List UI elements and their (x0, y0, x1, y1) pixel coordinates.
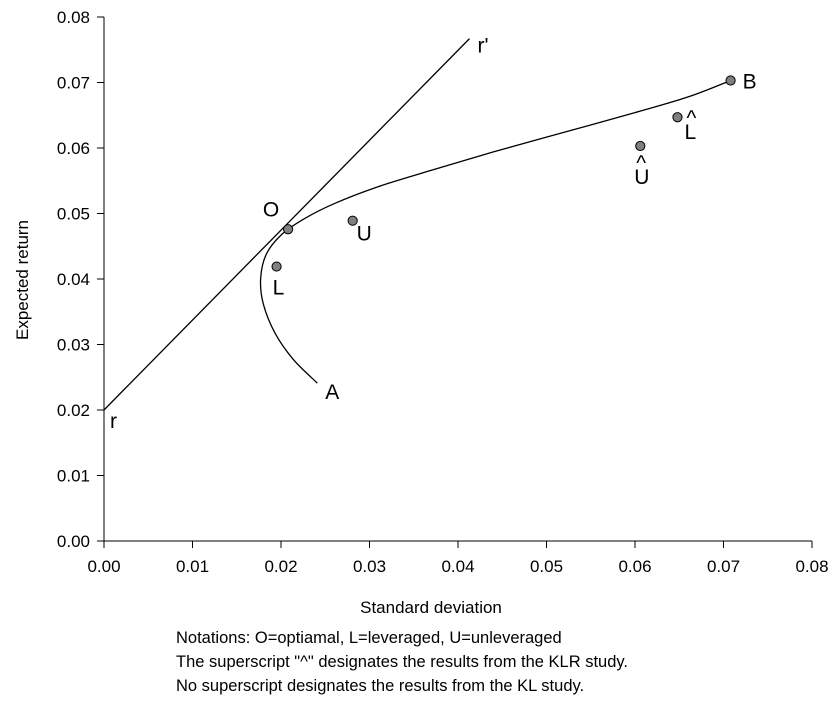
y-tick-label: 0.07 (57, 74, 90, 93)
notes: Notations: O=optiamal, L=leveraged, U=un… (176, 626, 628, 698)
data-point (672, 112, 683, 123)
chart: 0.00 0.01 0.02 0.03 0.04 0.05 0.06 0.07 0.08 0.0… (13, 8, 829, 617)
point-label: L (273, 277, 285, 300)
point-label: O (263, 199, 279, 222)
data-point (635, 140, 646, 152)
point-hat: ^ (636, 152, 646, 175)
data-point (271, 261, 282, 272)
data-point (725, 75, 736, 86)
point-label: B (743, 71, 757, 94)
cml-end-label: r' (478, 35, 489, 58)
x-tick-label: 0.06 (618, 557, 651, 576)
y-axis: 0.00 0.01 0.02 0.03 0.04 0.05 0.06 0.07 0.08 (57, 8, 105, 551)
x-tick-label: 0.04 (441, 557, 474, 576)
x-tick-label: 0.07 (707, 557, 740, 576)
y-tick-label: 0.03 (57, 336, 90, 355)
y-tick-label: 0.05 (57, 205, 90, 224)
note-line: No superscript designates the results fr… (176, 677, 585, 695)
note-line: The superscript "^" designates the resul… (176, 653, 629, 671)
data-point (347, 215, 358, 226)
point-label: U (634, 166, 649, 189)
y-tick-label: 0.04 (57, 270, 90, 289)
point-label: L (684, 121, 696, 144)
point-label: A (325, 381, 339, 404)
x-axis-title: Standard deviation (360, 598, 502, 617)
y-tick-label: 0.06 (57, 139, 90, 158)
y-tick-label: 0.01 (57, 467, 90, 486)
efficient-frontier-curve (259, 79, 731, 384)
x-tick-label: 0.02 (264, 557, 297, 576)
cml-start-label: r (110, 410, 117, 433)
note-line: Notations: O=optiamal, L=leveraged, U=un… (176, 629, 562, 647)
y-tick-label: 0.08 (57, 8, 90, 27)
y-tick-label: 0.02 (57, 401, 90, 420)
point-label: U (357, 223, 372, 246)
x-tick-label: 0.01 (176, 557, 209, 576)
x-tick-label: 0.03 (353, 557, 386, 576)
data-point (282, 224, 294, 235)
x-tick-label: 0.08 (795, 557, 828, 576)
x-tick-label: 0.05 (530, 557, 563, 576)
point-hat: ^ (686, 107, 696, 130)
x-axis: 0.00 0.01 0.02 0.03 0.04 0.05 0.06 0.07 0.08 (87, 540, 829, 576)
y-axis-title: Expected return (13, 220, 32, 340)
y-tick-label: 0.00 (57, 532, 90, 551)
chart-lines: r r' (103, 35, 731, 433)
x-tick-label: 0.00 (87, 557, 120, 576)
